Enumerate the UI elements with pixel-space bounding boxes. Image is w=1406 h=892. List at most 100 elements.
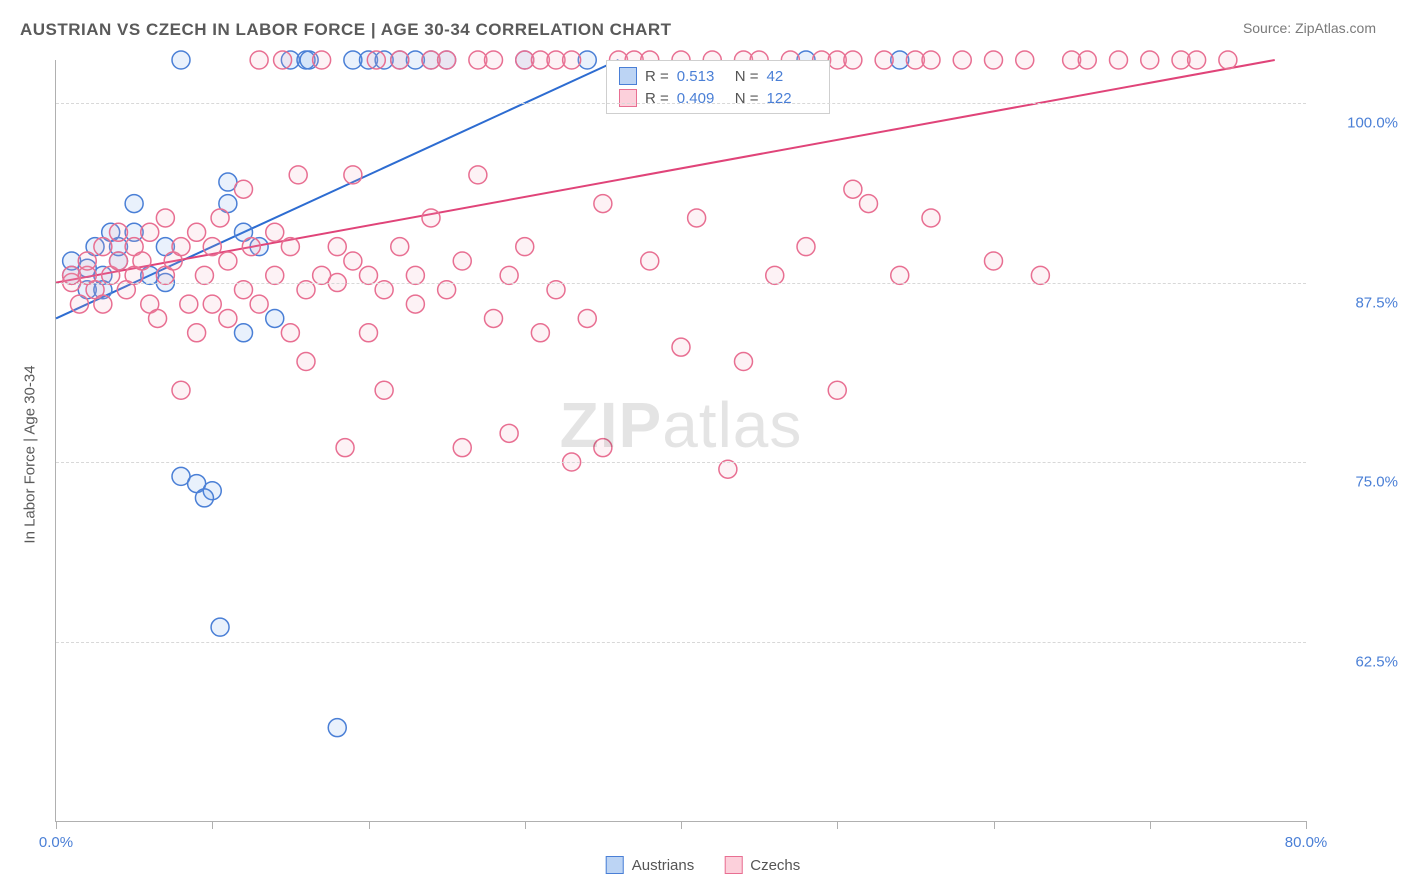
data-point bbox=[235, 324, 253, 342]
x-tick bbox=[525, 821, 526, 829]
data-point bbox=[297, 353, 315, 371]
x-tick bbox=[1150, 821, 1151, 829]
gridline bbox=[56, 462, 1306, 463]
legend-item: Austrians bbox=[606, 856, 695, 874]
data-point bbox=[125, 195, 143, 213]
data-point bbox=[1110, 51, 1128, 69]
legend-label: Austrians bbox=[632, 857, 695, 874]
legend-label: Czechs bbox=[750, 857, 800, 874]
data-point bbox=[953, 51, 971, 69]
data-point bbox=[1188, 51, 1206, 69]
plot-svg bbox=[56, 60, 1306, 821]
scatter-chart: R =0.513N =42R =0.409N =122 ZIPatlas 62.… bbox=[55, 60, 1306, 822]
data-point bbox=[391, 238, 409, 256]
data-point bbox=[485, 51, 503, 69]
data-point bbox=[110, 223, 128, 241]
series-swatch bbox=[619, 67, 637, 85]
data-point bbox=[235, 180, 253, 198]
series-swatch bbox=[619, 89, 637, 107]
data-point bbox=[110, 252, 128, 270]
legend-swatch bbox=[724, 856, 742, 874]
chart-title: AUSTRIAN VS CZECH IN LABOR FORCE | AGE 3… bbox=[20, 20, 672, 40]
data-point bbox=[328, 238, 346, 256]
data-point bbox=[985, 51, 1003, 69]
r-value: 0.513 bbox=[677, 68, 727, 85]
data-point bbox=[281, 238, 299, 256]
data-point bbox=[188, 324, 206, 342]
y-tick-label: 87.5% bbox=[1355, 294, 1398, 311]
stats-row: R =0.513N =42 bbox=[607, 65, 829, 87]
x-tick-label: 0.0% bbox=[39, 834, 73, 851]
data-point bbox=[94, 295, 112, 313]
y-axis-label: In Labor Force | Age 30-34 bbox=[22, 365, 39, 543]
x-tick bbox=[994, 821, 995, 829]
data-point bbox=[844, 51, 862, 69]
data-point bbox=[70, 295, 88, 313]
data-point bbox=[344, 252, 362, 270]
data-point bbox=[594, 195, 612, 213]
data-point bbox=[844, 180, 862, 198]
data-point bbox=[141, 223, 159, 241]
data-point bbox=[211, 618, 229, 636]
stats-row: R =0.409N =122 bbox=[607, 87, 829, 109]
data-point bbox=[203, 238, 221, 256]
data-point bbox=[336, 439, 354, 457]
data-point bbox=[594, 439, 612, 457]
data-point bbox=[219, 252, 237, 270]
data-point bbox=[375, 381, 393, 399]
data-point bbox=[516, 238, 534, 256]
data-point bbox=[250, 51, 268, 69]
data-point bbox=[860, 195, 878, 213]
data-point bbox=[313, 51, 331, 69]
data-point bbox=[828, 381, 846, 399]
data-point bbox=[1078, 51, 1096, 69]
legend-swatch bbox=[606, 856, 624, 874]
n-label: N = bbox=[735, 68, 759, 85]
data-point bbox=[500, 424, 518, 442]
x-tick bbox=[837, 821, 838, 829]
gridline bbox=[56, 103, 1306, 104]
data-point bbox=[274, 51, 292, 69]
x-tick bbox=[212, 821, 213, 829]
data-point bbox=[360, 324, 378, 342]
data-point bbox=[422, 209, 440, 227]
data-point bbox=[1219, 51, 1237, 69]
x-tick bbox=[56, 821, 57, 829]
data-point bbox=[195, 489, 213, 507]
data-point bbox=[149, 309, 167, 327]
data-point bbox=[266, 223, 284, 241]
gridline bbox=[56, 642, 1306, 643]
data-point bbox=[922, 51, 940, 69]
data-point bbox=[219, 309, 237, 327]
data-point bbox=[578, 309, 596, 327]
data-point bbox=[391, 51, 409, 69]
data-point bbox=[485, 309, 503, 327]
y-tick-label: 100.0% bbox=[1347, 115, 1398, 132]
data-point bbox=[172, 238, 190, 256]
data-point bbox=[328, 719, 346, 737]
data-point bbox=[688, 209, 706, 227]
x-tick bbox=[1306, 821, 1307, 829]
x-tick-label: 80.0% bbox=[1285, 834, 1328, 851]
data-point bbox=[453, 439, 471, 457]
y-tick-label: 62.5% bbox=[1355, 653, 1398, 670]
legend: Austrians Czechs bbox=[606, 856, 801, 874]
data-point bbox=[438, 51, 456, 69]
data-point bbox=[180, 295, 198, 313]
data-point bbox=[156, 209, 174, 227]
n-value: 42 bbox=[767, 68, 817, 85]
data-point bbox=[922, 209, 940, 227]
data-point bbox=[1141, 51, 1159, 69]
data-point bbox=[188, 223, 206, 241]
data-point bbox=[289, 166, 307, 184]
data-point bbox=[1016, 51, 1034, 69]
data-point bbox=[94, 238, 112, 256]
data-point bbox=[250, 295, 268, 313]
data-point bbox=[875, 51, 893, 69]
data-point bbox=[172, 51, 190, 69]
data-point bbox=[797, 238, 815, 256]
data-point bbox=[172, 381, 190, 399]
data-point bbox=[78, 252, 96, 270]
data-point bbox=[281, 324, 299, 342]
data-point bbox=[641, 252, 659, 270]
